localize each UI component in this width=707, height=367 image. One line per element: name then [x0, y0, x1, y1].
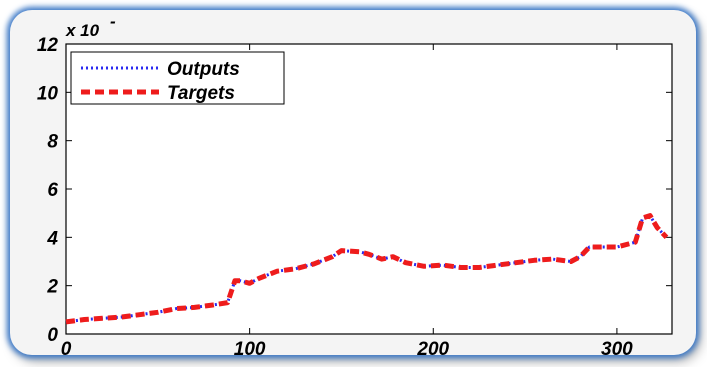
series-line-targets [65, 213, 669, 325]
x-tick-label: 300 [601, 339, 633, 360]
x-tick-label: 100 [234, 339, 266, 360]
x-tick-label: 200 [416, 339, 449, 360]
x-tick-label: 0 [61, 339, 72, 360]
legend-label-targets: Targets [167, 83, 235, 104]
y-tick-label: 12 [37, 35, 59, 56]
y-exponent-label: x 10 [65, 21, 100, 40]
y-tick-label: 2 [46, 277, 58, 298]
y-tick-label: 8 [47, 132, 58, 153]
y-tick-label: 0 [47, 325, 58, 346]
y-tick-label: 4 [46, 228, 58, 249]
legend-label-outputs: Outputs [167, 59, 240, 80]
legend-box [70, 51, 285, 105]
y-exponent-sup: - [110, 12, 116, 31]
y-tick-label: 10 [37, 83, 59, 104]
y-tick-label: 6 [47, 180, 58, 201]
